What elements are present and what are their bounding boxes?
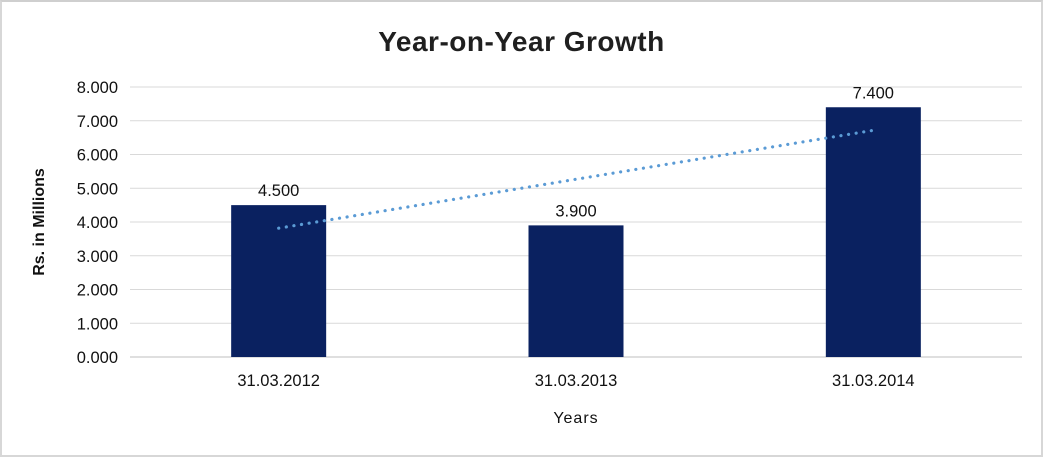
y-tick-label: 6.000 (77, 147, 118, 165)
trendline (277, 128, 875, 230)
y-tick-label: 4.000 (77, 214, 118, 232)
y-tick-label: 8.000 (77, 79, 118, 97)
x-tick-label: 31.03.2012 (237, 372, 320, 390)
y-tick-label: 7.000 (77, 113, 118, 131)
chart-title: Year-on-Year Growth (378, 26, 665, 57)
bar (528, 225, 624, 357)
data-label: 7.400 (853, 84, 894, 102)
data-label: 3.900 (555, 202, 596, 220)
bar (231, 205, 327, 357)
y-tick-label: 2.000 (77, 282, 118, 300)
bar (825, 107, 921, 357)
y-tick-label: 0.000 (77, 349, 118, 367)
data-label: 4.500 (258, 182, 299, 200)
y-tick-label: 5.000 (77, 180, 118, 198)
x-tick-label: 31.03.2014 (832, 372, 915, 390)
x-axis-title: Years (553, 410, 599, 427)
y-tick-label: 3.000 (77, 248, 118, 266)
y-tick-label: 1.000 (77, 315, 118, 333)
x-tick-label: 31.03.2013 (535, 372, 618, 390)
